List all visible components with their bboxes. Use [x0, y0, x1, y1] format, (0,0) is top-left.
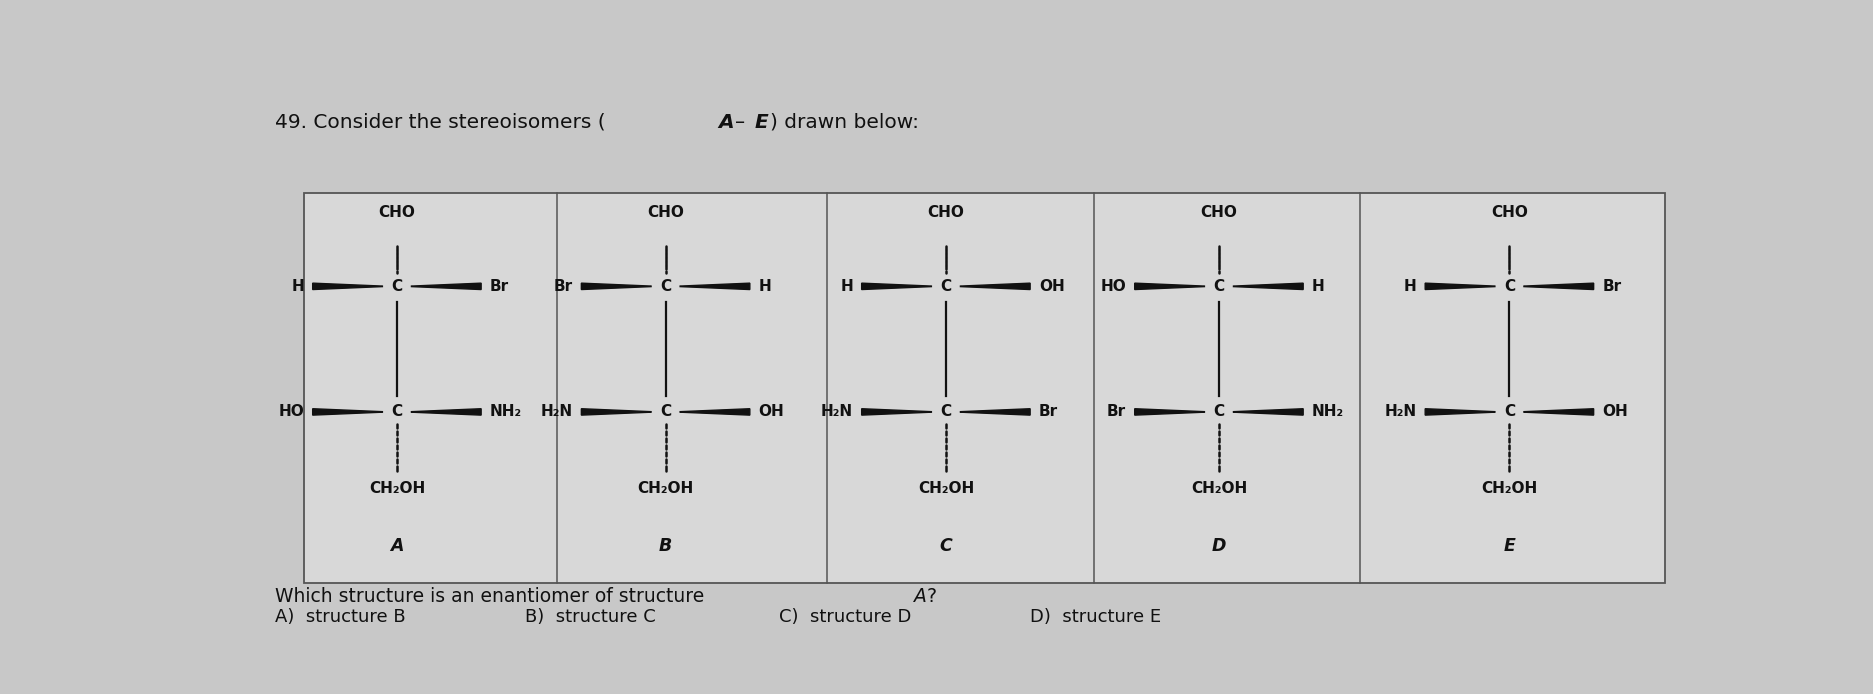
Text: C: C — [1502, 279, 1513, 294]
Polygon shape — [581, 409, 650, 415]
Text: ?: ? — [927, 586, 936, 606]
Text: OH: OH — [1038, 279, 1064, 294]
Text: B)  structure C: B) structure C — [524, 608, 656, 626]
Polygon shape — [959, 283, 1030, 289]
Text: Br: Br — [1601, 279, 1620, 294]
Polygon shape — [1423, 283, 1495, 289]
Polygon shape — [862, 409, 931, 415]
Text: Br: Br — [489, 279, 509, 294]
Text: C)  structure D: C) structure D — [779, 608, 910, 626]
Text: C: C — [1212, 279, 1223, 294]
Polygon shape — [1523, 409, 1592, 415]
Text: B: B — [659, 536, 672, 555]
Text: C: C — [391, 279, 403, 294]
Polygon shape — [1423, 409, 1495, 415]
Text: E: E — [1502, 536, 1515, 555]
Text: 49. Consider the stereoisomers (: 49. Consider the stereoisomers ( — [275, 112, 605, 132]
Text: C: C — [391, 405, 403, 419]
Text: H₂N: H₂N — [539, 405, 573, 419]
Text: Br: Br — [1107, 405, 1126, 419]
Text: HO: HO — [1099, 279, 1126, 294]
Text: CH₂OH: CH₂OH — [1480, 482, 1536, 496]
Polygon shape — [862, 283, 931, 289]
Text: H: H — [1403, 279, 1416, 294]
Polygon shape — [412, 409, 481, 415]
Text: CH₂OH: CH₂OH — [1189, 482, 1246, 496]
Polygon shape — [680, 409, 749, 415]
Text: A: A — [717, 112, 732, 132]
Text: CH₂OH: CH₂OH — [637, 482, 693, 496]
Text: E: E — [753, 112, 768, 132]
Text: HO: HO — [277, 405, 303, 419]
Text: H: H — [759, 279, 772, 294]
Polygon shape — [313, 283, 382, 289]
Text: Which structure is an enantiomer of structure: Which structure is an enantiomer of stru… — [275, 586, 710, 606]
Text: Br: Br — [553, 279, 573, 294]
Polygon shape — [959, 409, 1030, 415]
Text: H: H — [1311, 279, 1324, 294]
Text: H₂N: H₂N — [820, 405, 852, 419]
Bar — [303, 193, 1663, 583]
Text: C: C — [659, 279, 671, 294]
Polygon shape — [680, 283, 749, 289]
Text: H₂N: H₂N — [1384, 405, 1416, 419]
Text: NH₂: NH₂ — [1311, 405, 1343, 419]
Polygon shape — [412, 283, 481, 289]
Text: CHO: CHO — [378, 205, 416, 219]
Text: D: D — [1212, 536, 1225, 555]
Text: C: C — [940, 279, 951, 294]
Text: D)  structure E: D) structure E — [1030, 608, 1161, 626]
Text: C: C — [1212, 405, 1223, 419]
Text: A: A — [390, 536, 403, 555]
Text: C: C — [940, 405, 951, 419]
Text: CH₂OH: CH₂OH — [918, 482, 974, 496]
Text: CHO: CHO — [1491, 205, 1526, 219]
Text: CHO: CHO — [927, 205, 965, 219]
Text: CHO: CHO — [646, 205, 684, 219]
Polygon shape — [1523, 283, 1592, 289]
Text: –: – — [734, 112, 745, 132]
Polygon shape — [581, 283, 650, 289]
Text: OH: OH — [1601, 405, 1628, 419]
Text: NH₂: NH₂ — [489, 405, 523, 419]
Text: H: H — [290, 279, 303, 294]
Polygon shape — [1133, 409, 1204, 415]
Text: A)  structure B: A) structure B — [275, 608, 405, 626]
Text: CH₂OH: CH₂OH — [369, 482, 425, 496]
Polygon shape — [313, 409, 382, 415]
Text: ) drawn below:: ) drawn below: — [770, 112, 918, 132]
Text: A: A — [914, 586, 927, 606]
Polygon shape — [1133, 283, 1204, 289]
Text: Br: Br — [1038, 405, 1058, 419]
Text: CHO: CHO — [1201, 205, 1236, 219]
Text: C: C — [659, 405, 671, 419]
Text: OH: OH — [759, 405, 785, 419]
Polygon shape — [1232, 283, 1302, 289]
Text: C: C — [1502, 405, 1513, 419]
Text: H: H — [839, 279, 852, 294]
Text: C: C — [938, 536, 951, 555]
Polygon shape — [1232, 409, 1302, 415]
